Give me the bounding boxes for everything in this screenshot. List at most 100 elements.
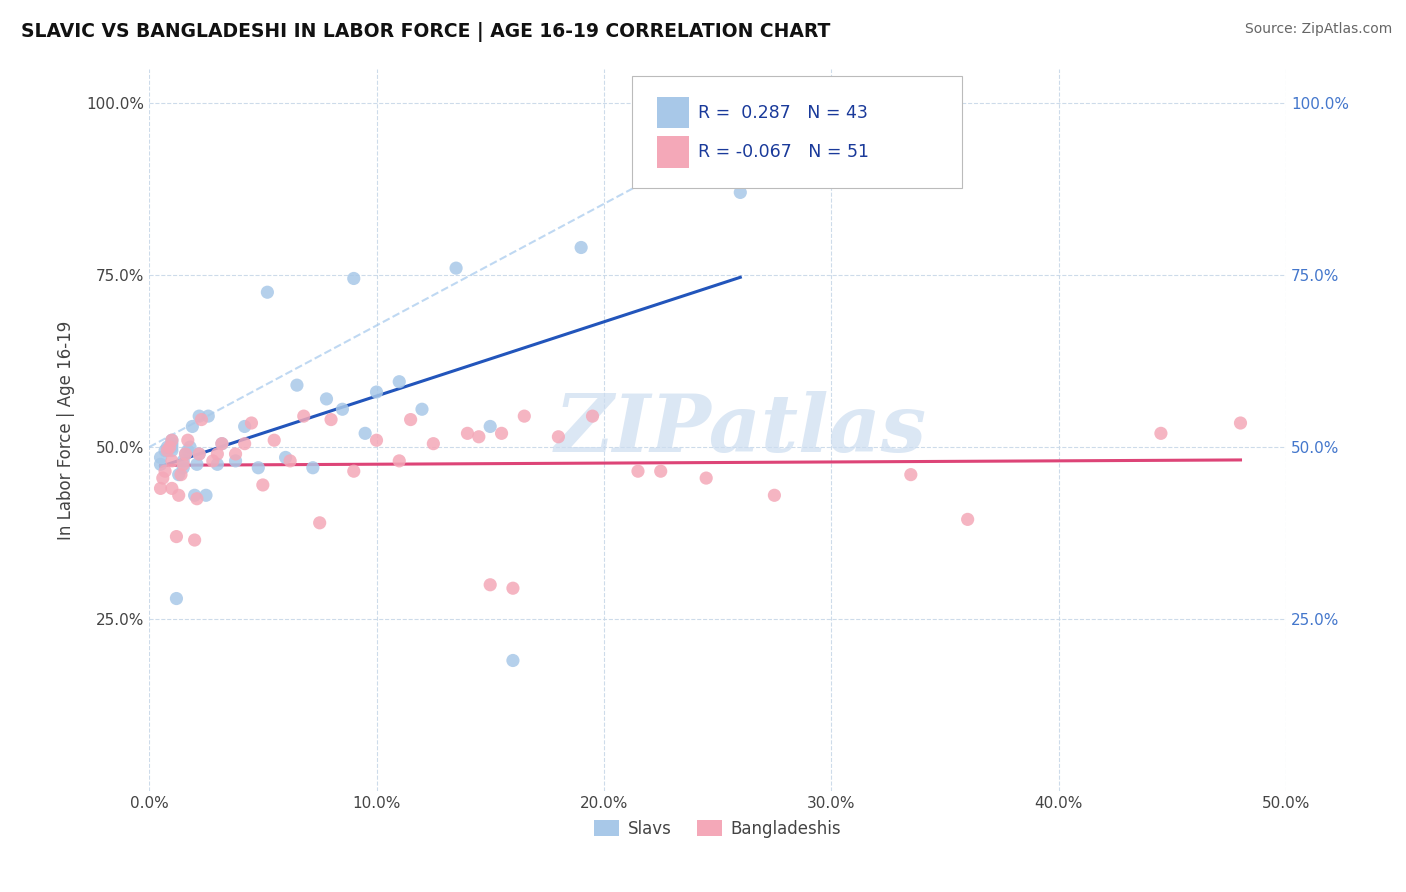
Point (156, 440, 179, 454)
Point (388, 454, 411, 468)
Point (201, 454, 224, 468)
Point (240, 416, 263, 430)
Point (160, 482, 183, 496)
Point (388, 375, 411, 389)
Point (332, 402, 354, 417)
Text: ZIPatlas: ZIPatlas (554, 392, 927, 468)
Text: SLAVIC VS BANGLADESHI IN LABOR FORCE | AGE 16-19 CORRELATION CHART: SLAVIC VS BANGLADESHI IN LABOR FORCE | A… (21, 22, 831, 42)
Point (186, 458, 208, 472)
Point (156, 443, 179, 458)
Point (207, 458, 229, 472)
Point (502, 653, 524, 667)
Point (174, 447, 197, 461)
Text: R = -0.067   N = 51: R = -0.067 N = 51 (699, 144, 869, 161)
Point (165, 530, 187, 544)
Point (172, 454, 194, 468)
Point (153, 464, 176, 478)
Point (285, 378, 308, 392)
Point (153, 443, 176, 458)
Point (354, 426, 377, 441)
Point (177, 434, 200, 448)
Point (247, 460, 270, 475)
Point (225, 447, 247, 461)
Point (730, 186, 752, 200)
Text: Source: ZipAtlas.com: Source: ZipAtlas.com (1244, 22, 1392, 37)
Point (319, 412, 342, 426)
Point (491, 426, 513, 441)
Point (1150, 426, 1173, 441)
Point (188, 409, 211, 424)
Point (183, 488, 205, 502)
Point (172, 460, 194, 475)
Point (177, 443, 200, 458)
Point (650, 464, 672, 478)
Point (343, 271, 366, 285)
Point (233, 419, 256, 434)
Point (581, 409, 603, 424)
Point (165, 591, 187, 606)
Point (263, 434, 285, 448)
Bar (657, 96, 689, 128)
Point (183, 533, 205, 547)
Point (763, 488, 786, 502)
Point (188, 447, 211, 461)
Point (627, 464, 650, 478)
Point (160, 440, 183, 454)
Text: R =  0.287   N = 43: R = 0.287 N = 43 (699, 103, 868, 121)
Point (292, 409, 315, 424)
Point (160, 454, 183, 468)
Point (366, 385, 388, 400)
Point (160, 434, 183, 448)
Point (422, 436, 444, 450)
Point (411, 402, 433, 417)
Point (900, 467, 922, 482)
Point (186, 491, 208, 506)
Point (225, 454, 247, 468)
Point (695, 471, 717, 485)
Point (399, 412, 422, 426)
Point (149, 450, 172, 465)
Point (190, 412, 212, 426)
Point (181, 419, 204, 434)
Point (160, 443, 183, 458)
Point (233, 436, 256, 450)
Point (159, 440, 181, 454)
Point (302, 460, 325, 475)
Point (160, 434, 183, 448)
Point (274, 450, 297, 465)
Point (315, 392, 337, 406)
FancyBboxPatch shape (633, 76, 962, 188)
Point (167, 488, 190, 502)
Point (174, 447, 197, 461)
Point (252, 478, 274, 492)
Point (479, 578, 502, 592)
Point (956, 512, 979, 526)
Point (152, 471, 174, 485)
Point (444, 261, 467, 276)
Point (211, 436, 233, 450)
Legend: Slavs, Bangladeshis: Slavs, Bangladeshis (588, 813, 848, 845)
Point (456, 426, 478, 441)
Point (160, 436, 183, 450)
Y-axis label: In Labor Force | Age 16-19: In Labor Force | Age 16-19 (58, 320, 75, 540)
Point (170, 467, 193, 482)
Point (366, 434, 388, 448)
Point (308, 516, 330, 530)
Point (167, 467, 190, 482)
Point (1229, 416, 1251, 430)
Point (149, 482, 172, 496)
Point (149, 458, 172, 472)
Point (172, 458, 194, 472)
Point (188, 447, 211, 461)
Point (197, 409, 219, 424)
Point (211, 436, 233, 450)
Point (513, 409, 536, 424)
Bar (657, 136, 689, 168)
Point (195, 488, 218, 502)
Point (468, 430, 491, 444)
Point (547, 430, 569, 444)
Point (502, 581, 524, 595)
Point (343, 464, 366, 478)
Point (569, 240, 592, 254)
Point (256, 285, 278, 300)
